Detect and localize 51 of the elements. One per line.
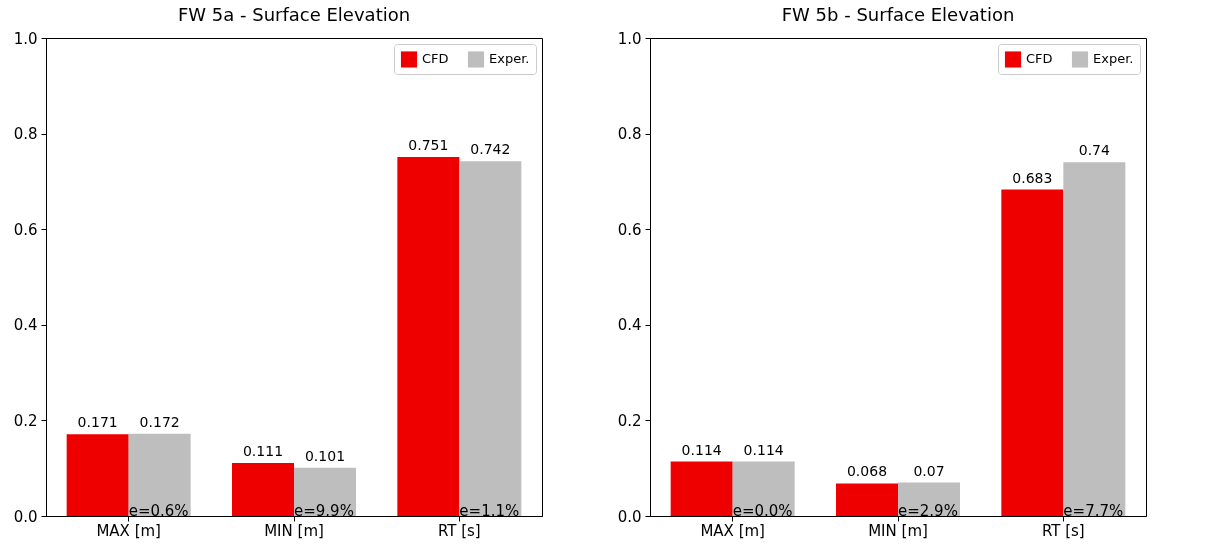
x-tick-label: RT [s]	[1041, 521, 1085, 540]
chart-title: FW 5a - Surface Elevation	[177, 4, 411, 25]
data-label: 0.101	[304, 447, 346, 464]
annotation: e=9.9%	[294, 502, 354, 520]
x-tick-label: MAX [m]	[700, 521, 765, 540]
data-label: 0.683	[1012, 169, 1053, 186]
bar	[66, 434, 129, 516]
legend-label: CFD	[422, 51, 449, 67]
annotation: e=2.9%	[898, 502, 958, 520]
data-label: 0.114	[743, 441, 784, 458]
data-label: 0.068	[846, 463, 888, 480]
data-label: 0.114	[681, 441, 722, 458]
y-tick-label: 1.0	[617, 29, 642, 48]
bar	[459, 161, 522, 516]
y-tick-label: 0.6	[13, 220, 38, 239]
x-tick-label: MIN [m]	[264, 521, 324, 540]
bar	[670, 461, 733, 516]
annotation: e=0.0%	[732, 502, 793, 520]
y-tick-label: 0.0	[617, 507, 642, 526]
y-tick-label: 0.8	[13, 125, 38, 144]
y-tick-label: 1.0	[13, 29, 38, 48]
bar	[1063, 162, 1126, 516]
y-tick-label: 0.4	[13, 316, 38, 335]
data-label: 0.74	[1078, 142, 1111, 159]
annotation: e=1.1%	[459, 502, 520, 520]
legend-label: Exper.	[489, 51, 530, 67]
y-tick-label: 0.8	[617, 125, 642, 144]
y-tick-label: 0.4	[617, 316, 642, 335]
bar	[836, 483, 898, 516]
data-label: 0.07	[913, 462, 945, 479]
chart-title: FW 5b - Surface Elevation	[781, 4, 1015, 25]
x-tick-label: RT [s]	[437, 521, 481, 540]
bar	[232, 462, 294, 516]
legend-label: Exper.	[1093, 51, 1134, 67]
data-label: 0.171	[77, 414, 118, 431]
annotation: e=0.6%	[128, 502, 189, 520]
data-label: 0.742	[470, 141, 511, 158]
data-label: 0.111	[242, 442, 284, 459]
bar	[1001, 189, 1064, 516]
x-tick-label: MAX [m]	[96, 521, 161, 540]
legend-label: CFD	[1026, 51, 1053, 67]
bar	[128, 433, 191, 516]
y-tick-label: 0.6	[617, 220, 642, 239]
x-tick-label: MIN [m]	[868, 521, 928, 540]
y-tick-label: 0.0	[13, 507, 38, 526]
data-label: 0.751	[408, 137, 449, 154]
data-label: 0.172	[139, 413, 180, 430]
y-tick-label: 0.2	[617, 411, 642, 430]
annotation: e=7.7%	[1063, 502, 1124, 520]
bar	[397, 157, 460, 516]
y-tick-label: 0.2	[13, 411, 38, 430]
